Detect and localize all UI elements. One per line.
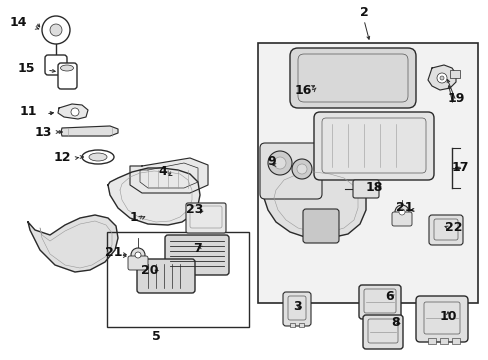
FancyBboxPatch shape [45,55,67,75]
Text: 15: 15 [17,62,35,75]
Text: 21: 21 [105,246,122,258]
Text: 3: 3 [293,300,302,312]
FancyBboxPatch shape [358,285,400,319]
Polygon shape [28,215,118,272]
FancyBboxPatch shape [164,235,228,275]
FancyBboxPatch shape [313,112,433,180]
Text: 22: 22 [445,221,462,234]
Text: 21: 21 [395,202,413,215]
Bar [107,232,248,327]
Text: 6: 6 [385,289,393,302]
Text: 16: 16 [294,84,311,96]
Bar [289,323,294,327]
Text: 13: 13 [34,126,52,139]
FancyBboxPatch shape [58,63,77,89]
FancyBboxPatch shape [428,215,462,245]
FancyBboxPatch shape [128,256,148,270]
Polygon shape [108,168,200,225]
Text: 12: 12 [53,152,71,165]
FancyBboxPatch shape [137,259,195,293]
Ellipse shape [82,150,114,164]
Circle shape [42,16,70,44]
Bar [439,338,447,344]
Text: 23: 23 [186,203,203,216]
Text: 4: 4 [158,166,167,179]
Circle shape [394,205,408,219]
FancyBboxPatch shape [303,209,338,243]
Circle shape [50,24,62,36]
Bar [451,338,459,344]
Text: 19: 19 [447,91,464,104]
Text: 8: 8 [391,315,400,328]
Ellipse shape [89,153,107,161]
Circle shape [296,164,306,174]
Text: 18: 18 [365,181,382,194]
FancyBboxPatch shape [260,143,321,199]
Circle shape [398,209,404,215]
Circle shape [436,73,446,83]
FancyBboxPatch shape [352,180,378,198]
Circle shape [71,108,79,116]
Text: 14: 14 [9,15,27,28]
FancyBboxPatch shape [415,296,467,342]
FancyBboxPatch shape [185,203,225,233]
Circle shape [267,151,291,175]
Text: 17: 17 [450,162,468,175]
Polygon shape [61,126,118,136]
FancyBboxPatch shape [362,315,402,349]
Text: 2: 2 [359,5,367,18]
Polygon shape [58,104,88,119]
Polygon shape [427,65,455,90]
Polygon shape [264,170,365,238]
Circle shape [131,248,145,262]
Bar [298,323,304,327]
Text: 1: 1 [129,211,138,225]
FancyBboxPatch shape [283,292,310,326]
Bar [449,70,459,78]
FancyBboxPatch shape [289,48,415,108]
Bar [258,43,477,303]
Text: 5: 5 [151,329,160,342]
Circle shape [291,159,311,179]
Text: 7: 7 [193,242,202,255]
Ellipse shape [61,65,73,71]
Text: 10: 10 [438,310,456,323]
Text: 20: 20 [141,264,159,276]
Bar [427,338,435,344]
Circle shape [273,157,285,169]
Text: 9: 9 [267,156,276,168]
Polygon shape [130,158,207,193]
Circle shape [135,252,141,258]
FancyBboxPatch shape [391,212,411,226]
Circle shape [439,76,443,80]
Text: 11: 11 [19,105,37,118]
